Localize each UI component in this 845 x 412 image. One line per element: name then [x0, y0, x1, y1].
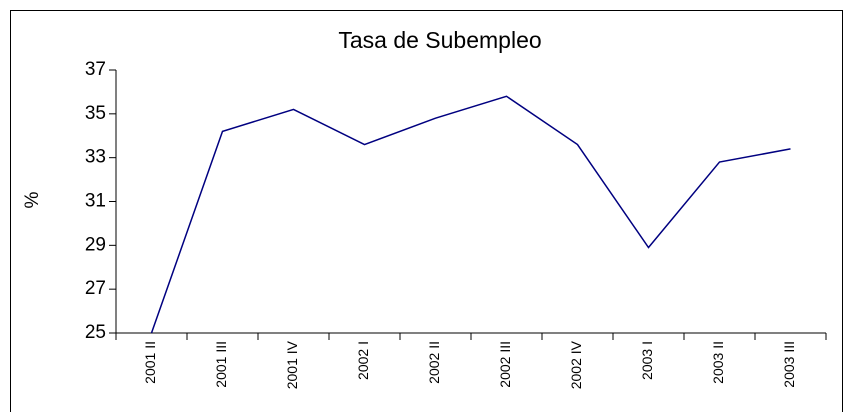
- x-tick-label: 2003 I: [639, 341, 655, 380]
- y-tick-label: 37: [85, 59, 106, 80]
- x-tick-label: 2002 I: [355, 341, 371, 380]
- x-tick-label: 2001 II: [142, 341, 158, 384]
- x-tick-label: 2002 III: [497, 341, 513, 388]
- x-tick-label: 2001 IV: [284, 340, 300, 389]
- y-tick-label: 33: [85, 147, 106, 168]
- chart-title: Tasa de Subempleo: [338, 27, 541, 53]
- y-axis-label: %: [22, 191, 43, 208]
- x-tick-label: 2002 IV: [568, 340, 584, 389]
- x-tick-label: 2001 III: [213, 341, 229, 388]
- y-tick-label: 29: [85, 234, 106, 255]
- line-series: [150, 95, 791, 334]
- x-tick-label: 2003 III: [781, 341, 797, 388]
- y-tick-label: 35: [85, 103, 106, 124]
- x-tick-label: 2002 II: [426, 341, 442, 384]
- y-tick-label: 25: [85, 322, 106, 343]
- chart-frame: [10, 10, 843, 412]
- y-tick-label: 31: [85, 191, 106, 212]
- x-tick-label: 2003 II: [710, 341, 726, 384]
- y-tick-label: 27: [85, 278, 106, 299]
